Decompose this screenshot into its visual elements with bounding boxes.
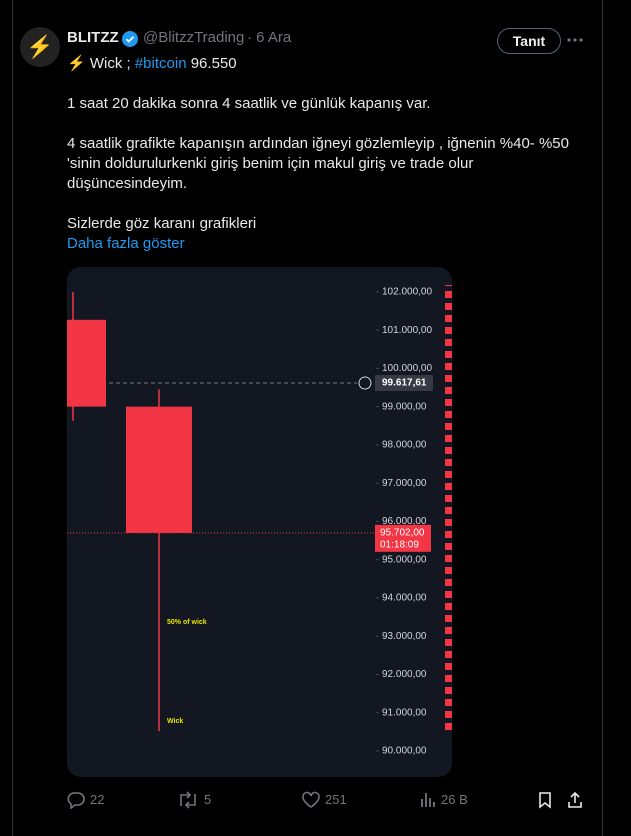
user-name[interactable]: BLITZZ — [67, 29, 119, 46]
handle[interactable]: @BlitzzTrading — [143, 29, 245, 46]
like-icon[interactable] — [301, 791, 321, 809]
countdown: 01:18:09 — [380, 539, 419, 550]
avatar[interactable]: ⚡ — [20, 27, 60, 67]
y-tick-label: 93.000,00 — [382, 631, 427, 642]
view-count: 26 B — [441, 792, 468, 807]
y-tick-label: 97.000,00 — [382, 478, 427, 489]
volume-strip — [445, 285, 452, 730]
y-tick-label: 90.000,00 — [382, 746, 427, 757]
border — [602, 0, 603, 836]
y-tick-label: 94.000,00 — [382, 593, 427, 604]
paragraph: 1 saat 20 dakika sonra 4 saatlik ve günl… — [67, 95, 431, 112]
verified-badge — [122, 31, 138, 47]
share-icon[interactable] — [566, 791, 584, 809]
price-label: 95.702,00 — [380, 527, 425, 538]
y-tick-label: 95.000,00 — [382, 554, 427, 565]
crosshair-button — [358, 376, 372, 390]
crosshair-label-bg — [375, 375, 433, 392]
views-icon[interactable] — [419, 791, 437, 809]
candle-body — [126, 406, 192, 533]
bookmark-icon[interactable] — [537, 791, 553, 809]
more-button[interactable] — [566, 37, 584, 43]
y-tick-label: 101.000,00 — [382, 325, 432, 336]
repost-icon[interactable] — [176, 791, 200, 809]
y-tick-label: 91.000,00 — [382, 707, 427, 718]
tweet-lead: ⚡ Wick ; #bitcoin 96.550 — [67, 54, 592, 74]
y-tick-label: 92.000,00 — [382, 669, 427, 680]
y-tick-label: 99.000,00 — [382, 401, 427, 412]
crosshair-label: 99.617,61 — [382, 378, 427, 389]
chart[interactable]: 50% of wick Wick 90.000,00 91.000,00 92.00… — [67, 267, 452, 777]
lead-text: 96.550 — [190, 55, 237, 72]
price-label-bg — [375, 524, 431, 552]
paragraph: Sizlerde göz karanı grafikleri — [67, 215, 257, 232]
border — [12, 0, 13, 836]
annotation: 50% of wick — [167, 619, 207, 626]
like-count: 251 — [325, 792, 347, 807]
show-more[interactable]: Daha fazla göster — [67, 235, 185, 252]
follow-button[interactable]: Tanıt — [497, 28, 561, 54]
hashtag[interactable]: #bitcoin — [134, 55, 187, 72]
repost-count: 5 — [204, 792, 212, 807]
lead-text: ⚡ Wick ; — [67, 55, 131, 72]
y-tick-label: 102.000,00 — [382, 287, 432, 298]
y-tick-label: 98.000,00 — [382, 440, 427, 451]
y-tick-label: 96.000,00 — [382, 516, 427, 527]
candle-body — [67, 319, 106, 407]
annotation: Wick — [167, 718, 183, 725]
reply-icon[interactable] — [66, 791, 86, 809]
y-tick-label: 100.000,00 — [382, 363, 432, 374]
reply-count: 22 — [90, 792, 105, 807]
paragraph: 4 saatlik grafikte kapanışın ardından iğ… — [67, 135, 569, 192]
date[interactable]: · 6 Ara — [247, 29, 292, 46]
